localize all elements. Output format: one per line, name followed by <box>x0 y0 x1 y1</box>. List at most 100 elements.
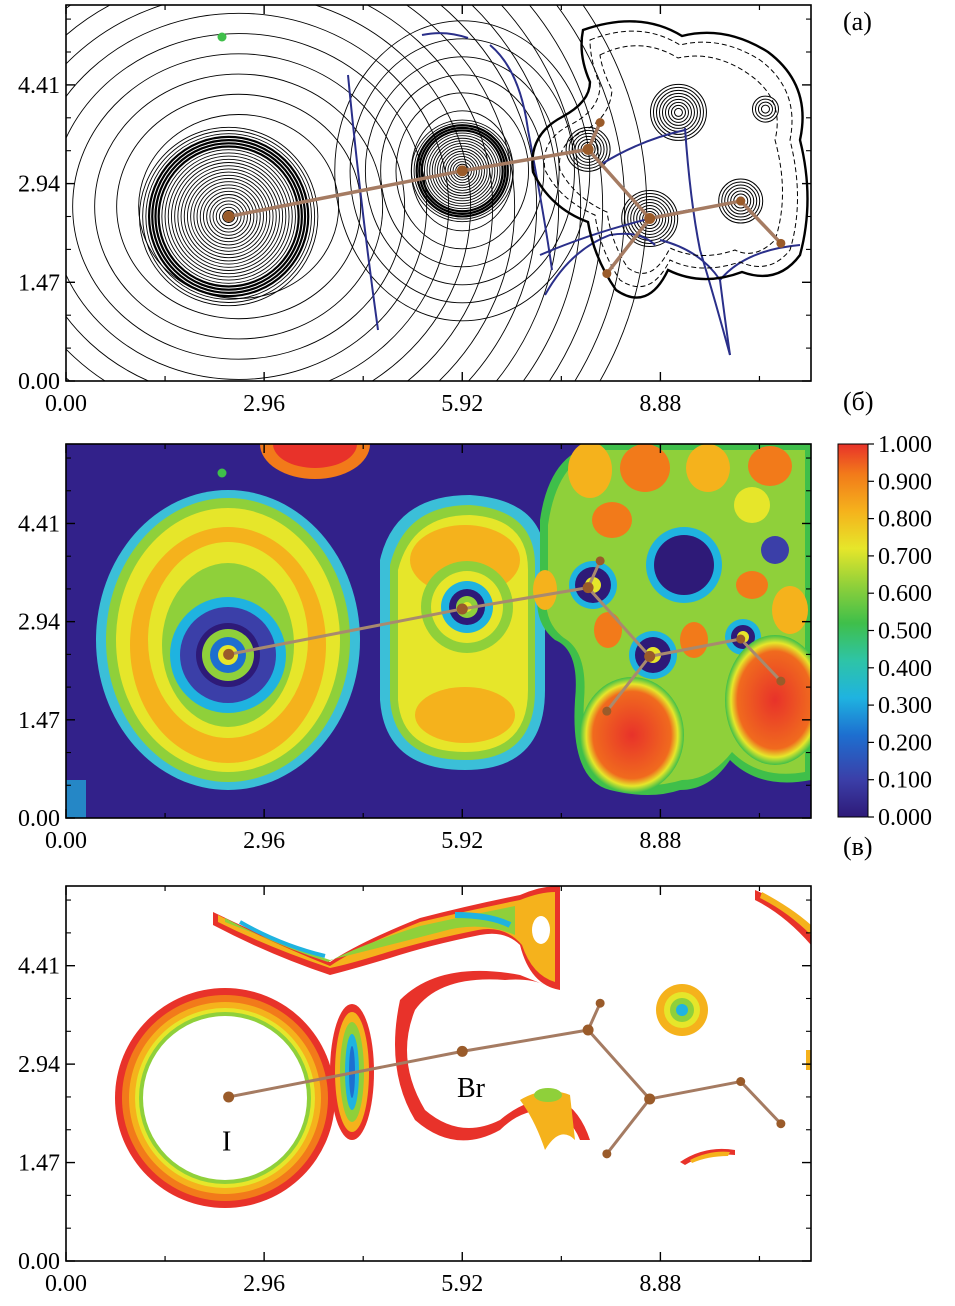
molecule-basins <box>533 444 811 795</box>
plot-frame <box>65 4 812 382</box>
contour-line <box>196 184 261 249</box>
contour-line <box>177 165 280 268</box>
y-tick-label: 2.94 <box>18 172 60 198</box>
bond-path <box>462 1028 589 1053</box>
y-tick-label: 0.00 <box>18 806 60 832</box>
threshold-field <box>115 886 811 1208</box>
colorbar-tick-label: 0.900 <box>878 469 932 495</box>
contour-line <box>649 83 707 141</box>
contour-line <box>199 187 258 246</box>
contour-line <box>652 86 704 138</box>
contour-line <box>66 5 516 381</box>
contour-line <box>193 181 264 252</box>
atom-annotations: I Br <box>222 1073 486 1158</box>
zero-flux-line <box>544 232 656 296</box>
contour-line <box>528 5 603 381</box>
contour-line <box>418 126 507 215</box>
negative-contours <box>543 30 798 288</box>
zero-flux-line <box>599 129 686 166</box>
contour-line <box>450 158 475 184</box>
y-tick-label: 0.00 <box>18 1249 60 1275</box>
bond-path <box>228 1049 463 1099</box>
atom-marker <box>736 196 746 206</box>
atom-marker <box>582 143 594 155</box>
zero-flux-lines <box>347 32 801 356</box>
panel-label-c: (в) <box>843 832 873 861</box>
contour-line <box>568 129 608 169</box>
contour-line <box>66 5 494 381</box>
green-marker <box>217 32 227 42</box>
zero-flux-line <box>719 279 731 356</box>
contour-line <box>636 205 664 233</box>
contour-line <box>164 152 293 281</box>
contour-line <box>442 150 483 191</box>
contour-line <box>157 145 300 288</box>
contour-line <box>760 104 770 114</box>
atom-label: I <box>222 1127 231 1158</box>
colorbar-tick-label: 0.600 <box>878 581 932 607</box>
colorbar-tick-label: 1.000 <box>878 432 932 458</box>
contour-line <box>167 155 290 278</box>
bond-paths <box>228 1002 782 1155</box>
x-tick-label: 5.92 <box>441 391 483 417</box>
colorbar-ticks: 0.000 0.100 0.200 0.300 0.400 0.500 0.600 0.700… <box>868 432 932 831</box>
contour-line <box>655 89 701 135</box>
contour-line <box>72 53 406 360</box>
contour-line <box>415 124 509 218</box>
contour-line <box>670 104 686 120</box>
plot-frame <box>65 885 812 1262</box>
y-tick-label: 1.47 <box>18 1151 60 1177</box>
colorbar-tick-label: 0.400 <box>878 656 932 682</box>
contour-line <box>174 162 284 271</box>
threshold-panel: I Br 0.00 2.96 5.92 8.88 0.00 1.47 2.94 4.41 <box>18 885 812 1297</box>
atom-markers <box>223 556 786 716</box>
bond-path <box>605 655 651 713</box>
bond-path <box>586 1028 651 1100</box>
atom-marker <box>582 582 594 594</box>
contour-line <box>630 199 670 239</box>
contour-line <box>151 139 307 295</box>
zero-flux-line <box>347 74 379 331</box>
bond-path <box>605 217 652 275</box>
atom-marker <box>644 1093 656 1105</box>
contour-line <box>571 132 605 166</box>
heatmap-panel: 0.00 2.96 5.92 8.88 0.00 1.47 2.94 4.41 (б) 0.0… <box>18 387 932 861</box>
colorbar-gradient <box>837 443 869 818</box>
contour-line <box>439 148 485 194</box>
contour-line <box>565 126 611 172</box>
contour-line <box>180 168 277 265</box>
atom-markers <box>223 998 786 1159</box>
contour-line <box>147 135 310 298</box>
atom-marker <box>644 650 656 662</box>
bromine-basin <box>380 495 545 770</box>
panel-label-b: (б) <box>843 387 874 416</box>
contour-line <box>142 130 316 303</box>
contour-line <box>429 137 496 204</box>
colorbar-tick-label: 0.700 <box>878 544 932 570</box>
y-tick-label: 4.41 <box>18 73 60 99</box>
atom-marker <box>456 165 468 177</box>
bond-path <box>605 1098 651 1155</box>
bond-path <box>461 147 589 173</box>
contour-line <box>426 135 498 207</box>
atom-label: Br <box>457 1073 486 1104</box>
atom-marker <box>602 269 612 279</box>
x-tick-label: 0.00 <box>45 1271 87 1297</box>
contour-line <box>154 142 303 291</box>
colorbar-tick-label: 0.100 <box>878 768 932 794</box>
y-tick-label: 1.47 <box>18 708 60 734</box>
x-tick-label: 5.92 <box>441 1271 483 1297</box>
atom-marker <box>602 1149 612 1159</box>
contour-line <box>161 149 296 284</box>
panel-label-a: (а) <box>843 7 872 36</box>
colorbar: 0.000 0.100 0.200 0.300 0.400 0.500 0.600 0.700… <box>837 432 932 831</box>
bond-path <box>649 637 741 658</box>
contour-line <box>215 203 242 230</box>
bond-path <box>228 607 463 656</box>
atom-marker <box>776 676 786 686</box>
x-tick-label: 0.00 <box>45 828 87 854</box>
atom-marker <box>736 1077 746 1087</box>
bond-paths <box>228 560 782 713</box>
contour-line <box>219 206 239 227</box>
